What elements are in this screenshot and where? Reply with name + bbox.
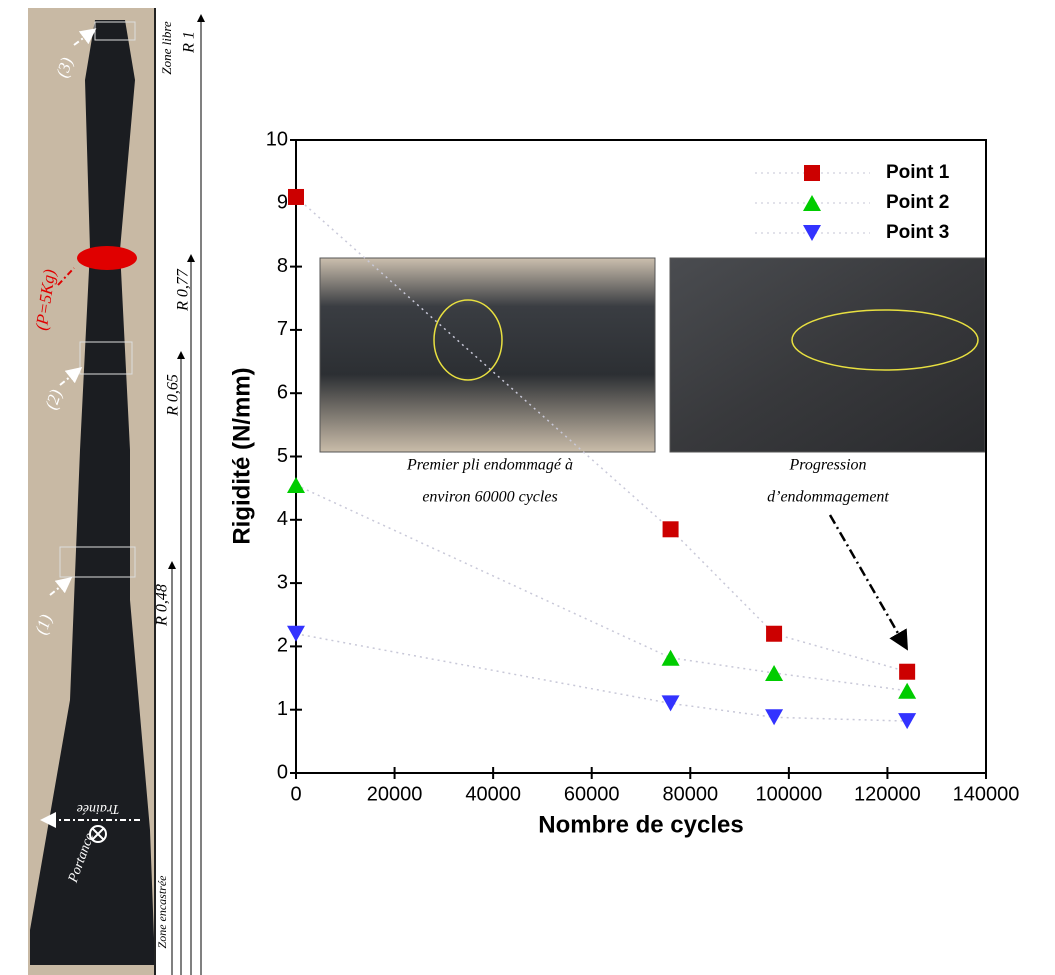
annotation: Premier pli endommagé à [406, 457, 573, 474]
photo-label: R 1 [181, 31, 198, 54]
y-tick-label: 8 [277, 255, 288, 277]
legend-marker [804, 165, 820, 181]
y-tick-label: 3 [277, 571, 288, 593]
data-point [899, 664, 915, 680]
annotation: Progression [788, 457, 866, 474]
data-point [766, 626, 782, 642]
data-point [898, 683, 916, 699]
trend-line [296, 485, 907, 691]
annotation: environ 60000 cycles [422, 489, 557, 506]
y-axis-title: Rigidité (N/mm) [228, 367, 255, 544]
photo-label: R 0,48 [154, 584, 171, 627]
legend-label: Point 2 [886, 192, 949, 213]
trend-line [296, 634, 907, 721]
data-point [765, 709, 783, 725]
y-tick-label: 1 [277, 698, 288, 720]
y-tick-label: 10 [266, 128, 288, 150]
annotation: d’endommagement [767, 489, 889, 506]
data-point [287, 477, 305, 493]
x-tick-label: 0 [290, 783, 301, 805]
y-tick-label: 5 [277, 445, 288, 467]
photo-label: Zone encastrée [155, 875, 169, 949]
x-tick-label: 140000 [953, 783, 1020, 805]
x-tick-label: 20000 [367, 783, 423, 805]
data-point [662, 650, 680, 666]
y-tick-label: 4 [277, 508, 288, 530]
blade-photo [28, 8, 201, 975]
x-axis-title: Nombre de cycles [538, 811, 743, 838]
y-tick-label: 2 [277, 635, 288, 657]
x-tick-label: 100000 [755, 783, 822, 805]
figure: Premier pli endommagé à environ 60000 cy… [0, 0, 1055, 975]
y-tick-label: 9 [277, 192, 288, 214]
x-tick-label: 120000 [854, 783, 921, 805]
data-point [663, 521, 679, 537]
data-point [287, 626, 305, 642]
legend-label: Point 1 [886, 162, 950, 183]
photo-label: Trainée [77, 801, 120, 816]
x-tick-label: 60000 [564, 783, 620, 805]
y-tick-label: 0 [277, 761, 288, 783]
photo-label: R 0,77 [175, 268, 192, 312]
y-tick-label: 6 [277, 381, 288, 403]
legend-marker [803, 225, 821, 241]
inset-photo [670, 258, 985, 452]
data-point [765, 665, 783, 681]
data-point [662, 695, 680, 711]
plot-frame [296, 140, 986, 773]
legend-marker [803, 195, 821, 211]
legend-label: Point 3 [886, 222, 949, 243]
inset-photo [320, 258, 655, 452]
x-tick-label: 80000 [662, 783, 718, 805]
data-point [288, 189, 304, 205]
photo-label: Zone libre [159, 21, 174, 75]
x-tick-label: 40000 [465, 783, 521, 805]
y-tick-label: 7 [277, 318, 288, 340]
photo-label: R 0,65 [165, 374, 182, 417]
